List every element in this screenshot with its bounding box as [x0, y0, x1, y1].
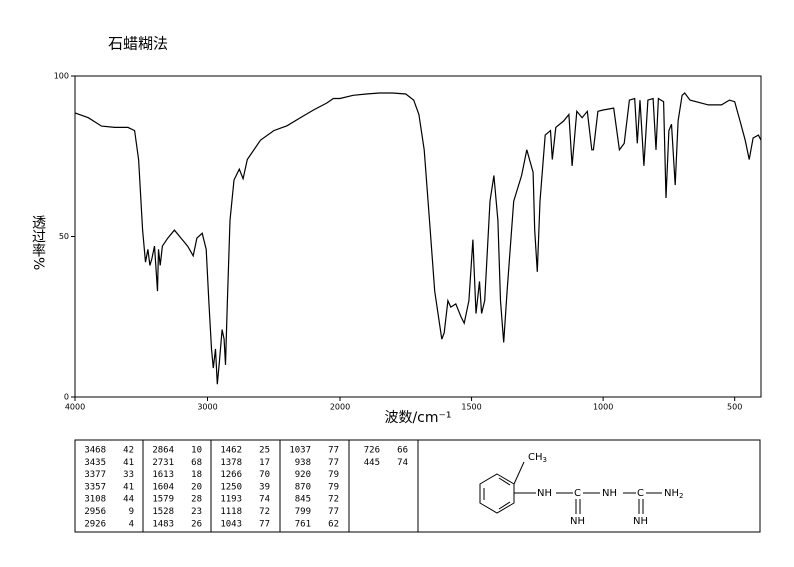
peak-wavenumber: 870 — [295, 482, 311, 492]
x-tick-label: 4000 — [65, 403, 85, 412]
peak-wavenumber: 1266 — [220, 470, 242, 480]
peak-transmittance: 33 — [123, 470, 134, 480]
peak-transmittance: 79 — [328, 482, 339, 492]
peak-wavenumber: 1483 — [152, 519, 174, 529]
y-axis-label: 透过率% — [30, 215, 46, 270]
structure-label: 2 — [679, 492, 683, 500]
peak-transmittance: 70 — [259, 470, 270, 480]
peak-transmittance: 74 — [397, 458, 408, 468]
structure-label: NH — [633, 516, 648, 527]
peak-wavenumber: 2956 — [84, 507, 106, 517]
structure-label: NH — [664, 488, 679, 499]
structure-label: NH2 — [664, 488, 683, 500]
peak-transmittance: 23 — [191, 507, 202, 517]
peak-transmittance: 25 — [259, 446, 270, 456]
peak-wavenumber: 1378 — [220, 458, 242, 468]
peak-wavenumber: 1604 — [152, 482, 174, 492]
peak-wavenumber: 1043 — [220, 519, 242, 529]
x-tick-label: 500 — [727, 403, 742, 412]
peak-transmittance: 44 — [123, 495, 134, 505]
peak-transmittance: 41 — [123, 458, 134, 468]
peak-transmittance: 68 — [191, 458, 202, 468]
peak-wavenumber: 3468 — [84, 446, 106, 456]
peak-wavenumber: 3377 — [84, 470, 106, 480]
peak-transmittance: 77 — [328, 507, 339, 517]
peak-wavenumber: 938 — [295, 458, 311, 468]
peak-wavenumber: 726 — [364, 446, 380, 456]
peak-transmittance: 72 — [259, 507, 270, 517]
peak-transmittance: 79 — [328, 470, 339, 480]
structure-label: CH3 — [528, 452, 547, 464]
table-dividers — [142, 440, 419, 532]
peak-transmittance: 41 — [123, 482, 134, 492]
peak-wavenumber: 920 — [295, 470, 311, 480]
x-tick-label: 1000 — [593, 403, 613, 412]
peak-wavenumber: 799 — [295, 507, 311, 517]
peak-transmittance: 4 — [129, 519, 134, 529]
peak-transmittance: 20 — [191, 482, 202, 492]
peak-transmittance: 74 — [259, 495, 270, 505]
x-tick-label: 3000 — [197, 403, 217, 412]
spectrum-line — [74, 92, 762, 385]
peak-transmittance: 72 — [328, 495, 339, 505]
x-axis-label: 波数/cm⁻¹ — [384, 410, 451, 426]
peak-wavenumber: 3108 — [84, 495, 106, 505]
peak-wavenumber: 2864 — [152, 446, 174, 456]
peak-wavenumber: 1462 — [220, 446, 242, 456]
peak-transmittance: 28 — [191, 495, 202, 505]
structure-label: 3 — [543, 456, 547, 464]
y-tick-label: 100 — [54, 72, 69, 81]
peak-wavenumber: 1193 — [220, 495, 242, 505]
peak-transmittance: 77 — [328, 458, 339, 468]
peak-wavenumber: 1118 — [220, 507, 242, 517]
plot-frame — [74, 75, 762, 398]
peak-transmittance: 77 — [328, 446, 339, 456]
peak-transmittance: 62 — [328, 519, 339, 529]
peak-transmittance: 10 — [191, 446, 202, 456]
peak-transmittance: 17 — [259, 458, 270, 468]
peak-wavenumber: 1037 — [289, 446, 311, 456]
structure-label: NH — [602, 488, 617, 499]
peak-transmittance: 18 — [191, 470, 202, 480]
peak-wavenumber: 445 — [364, 458, 380, 468]
structure-label: NH — [570, 516, 585, 527]
structure-label: NH — [537, 488, 552, 499]
y-tick-label: 0 — [64, 393, 69, 402]
peak-transmittance: 66 — [397, 446, 408, 456]
structure-bonds — [479, 461, 662, 514]
peak-transmittance: 26 — [191, 519, 202, 529]
peak-wavenumber: 3435 — [84, 458, 106, 468]
structure-label: C — [574, 488, 581, 499]
peak-wavenumber: 845 — [295, 495, 311, 505]
x-tick-label: 1500 — [461, 403, 481, 412]
y-tick-label: 50 — [59, 232, 69, 241]
chart-title: 石蜡糊法 — [108, 35, 168, 53]
peak-transmittance: 77 — [259, 519, 270, 529]
x-tick-label: 2000 — [330, 403, 350, 412]
structure-label: CH — [528, 452, 543, 463]
peak-wavenumber: 1579 — [152, 495, 174, 505]
peak-wavenumber: 1528 — [152, 507, 174, 517]
peak-transmittance: 39 — [259, 482, 270, 492]
peak-transmittance: 9 — [129, 507, 134, 517]
peak-transmittance: 42 — [123, 446, 134, 456]
peak-wavenumber: 3357 — [84, 482, 106, 492]
peak-wavenumber: 2731 — [152, 458, 174, 468]
peak-wavenumber: 2926 — [84, 519, 106, 529]
structure-label: C — [637, 488, 644, 499]
peak-wavenumber: 1250 — [220, 482, 242, 492]
peak-wavenumber: 1613 — [152, 470, 174, 480]
peak-wavenumber: 761 — [295, 519, 311, 529]
